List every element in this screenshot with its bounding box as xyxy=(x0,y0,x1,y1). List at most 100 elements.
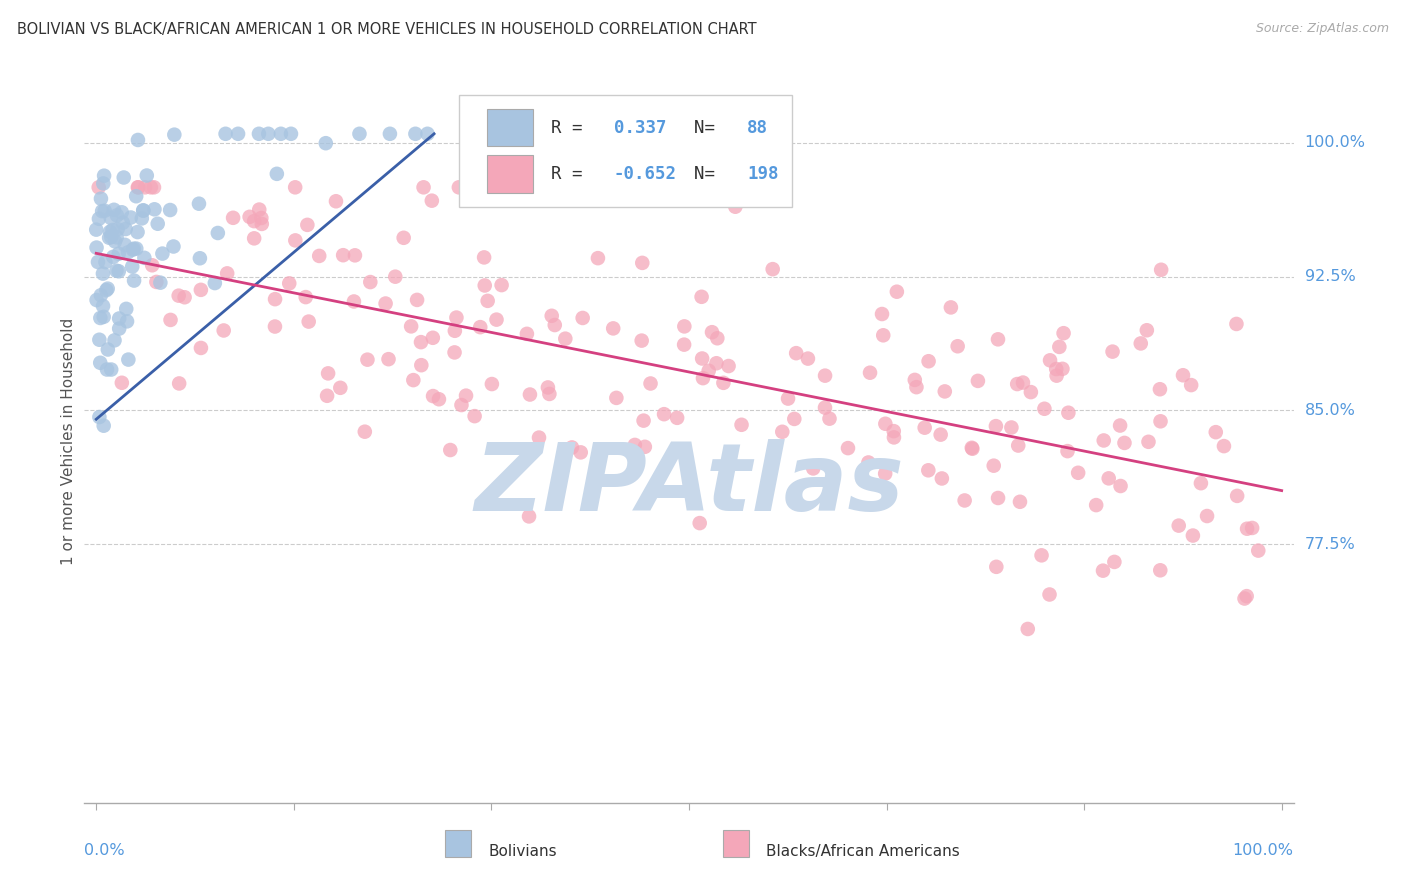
Point xyxy=(100,362,122,376)
Point xyxy=(1180,378,1202,392)
Point xyxy=(814,368,837,383)
Point xyxy=(673,337,696,351)
Point xyxy=(427,392,450,407)
Text: R =: R = xyxy=(551,119,593,136)
Point xyxy=(1109,479,1132,493)
Text: Bolivians: Bolivians xyxy=(488,844,557,859)
Text: 0.337: 0.337 xyxy=(614,119,666,136)
Point xyxy=(666,410,689,425)
Point xyxy=(143,180,166,194)
Point xyxy=(243,231,266,245)
Point xyxy=(818,411,841,425)
Point xyxy=(84,222,107,236)
Point xyxy=(1007,438,1029,452)
Point xyxy=(89,333,111,347)
Point xyxy=(173,290,195,304)
Point xyxy=(987,332,1010,346)
Point xyxy=(785,346,807,360)
Point xyxy=(697,364,720,378)
Point xyxy=(883,430,905,444)
Text: Source: ZipAtlas.com: Source: ZipAtlas.com xyxy=(1256,22,1389,36)
Point xyxy=(640,376,662,391)
Point xyxy=(297,218,319,232)
Point xyxy=(801,461,824,475)
Point xyxy=(114,222,136,236)
Text: BOLIVIAN VS BLACK/AFRICAN AMERICAN 1 OR MORE VEHICLES IN HOUSEHOLD CORRELATION C: BOLIVIAN VS BLACK/AFRICAN AMERICAN 1 OR … xyxy=(17,22,756,37)
Point xyxy=(904,373,927,387)
Point xyxy=(700,325,723,339)
Point xyxy=(477,293,499,308)
Point xyxy=(145,275,167,289)
Point xyxy=(112,170,135,185)
Point xyxy=(402,373,425,387)
Point xyxy=(409,335,432,350)
Point xyxy=(706,331,728,345)
Point xyxy=(89,310,111,325)
Point xyxy=(537,380,560,394)
Point xyxy=(1114,436,1136,450)
Point xyxy=(87,255,110,269)
Point xyxy=(446,310,468,325)
Point xyxy=(111,205,134,219)
Point xyxy=(1047,340,1070,354)
Point xyxy=(914,420,936,434)
Point xyxy=(917,354,939,368)
Text: N=: N= xyxy=(693,165,725,183)
Point xyxy=(100,230,122,244)
Point xyxy=(1137,434,1160,449)
Point xyxy=(1098,471,1121,485)
Point xyxy=(689,516,711,530)
Point xyxy=(117,352,139,367)
Point xyxy=(630,334,652,348)
Point xyxy=(1104,555,1126,569)
Point xyxy=(298,315,321,329)
Point xyxy=(316,367,339,381)
Point xyxy=(858,455,880,469)
Point xyxy=(87,211,110,226)
Text: 85.0%: 85.0% xyxy=(1305,403,1355,417)
Point xyxy=(1129,336,1152,351)
Point xyxy=(967,374,990,388)
Point xyxy=(93,203,115,218)
Point xyxy=(384,269,406,284)
Point xyxy=(204,276,226,290)
Point xyxy=(411,358,433,372)
Point xyxy=(717,359,740,373)
Point xyxy=(359,275,381,289)
Point xyxy=(1046,368,1069,383)
Point xyxy=(444,324,467,338)
Point xyxy=(1008,495,1031,509)
Point xyxy=(481,377,503,392)
Point xyxy=(1181,528,1204,542)
Point xyxy=(377,352,399,367)
Point xyxy=(91,299,114,313)
Point xyxy=(104,235,127,249)
Point xyxy=(569,445,592,459)
Text: ZIPAtlas: ZIPAtlas xyxy=(474,439,904,531)
Point xyxy=(190,283,212,297)
Point xyxy=(1109,418,1132,433)
Point xyxy=(814,401,837,415)
Point xyxy=(270,127,292,141)
Point xyxy=(294,290,316,304)
Point xyxy=(1149,563,1171,577)
Point xyxy=(378,127,401,141)
Point xyxy=(634,440,657,454)
Point xyxy=(517,509,540,524)
Point xyxy=(134,180,156,194)
Point xyxy=(90,288,112,302)
Point xyxy=(125,242,148,256)
Point xyxy=(962,442,984,456)
Point xyxy=(149,276,172,290)
Point xyxy=(90,192,112,206)
Point xyxy=(443,345,465,359)
Point xyxy=(633,414,655,428)
Point xyxy=(91,204,114,219)
Point xyxy=(91,267,114,281)
Point xyxy=(875,417,897,431)
Point xyxy=(875,467,897,481)
Text: -0.652: -0.652 xyxy=(614,165,676,183)
Point xyxy=(770,425,793,439)
Point xyxy=(730,417,752,432)
Point xyxy=(450,398,472,412)
